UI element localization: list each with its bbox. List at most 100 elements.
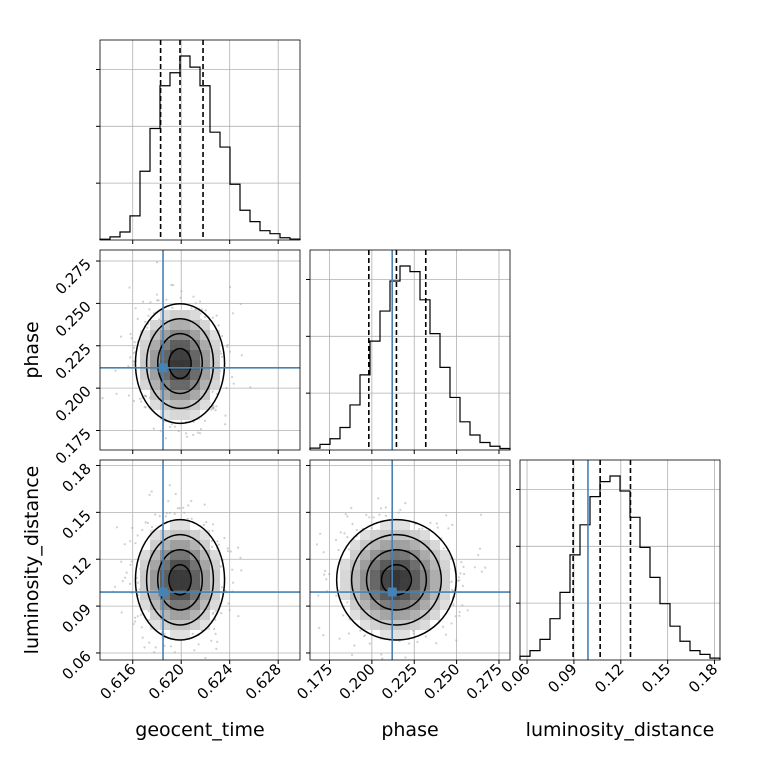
panel-geocent_time-vs-luminosity_distance-density-cell xyxy=(160,570,170,580)
panel-phase-vs-luminosity_distance-density-cell xyxy=(360,600,370,610)
panel-phase-vs-luminosity_distance-sample-point xyxy=(442,625,445,628)
panel-geocent_time-vs-luminosity_distance-sample-point xyxy=(147,609,150,613)
panel-geocent_time-vs-phase-sample-point xyxy=(114,369,117,372)
panel-geocent_time-vs-luminosity_distance-density-cell xyxy=(160,550,170,560)
panel-phase-vs-luminosity_distance-sample-point xyxy=(455,639,458,642)
panel-geocent_time-vs-phase-density-cell xyxy=(170,320,180,330)
panel-phase-vs-luminosity_distance-sample-point xyxy=(351,653,354,657)
panel-geocent_time-vs-phase-density-cell xyxy=(160,330,170,340)
panel-phase-hist-frame xyxy=(309,249,511,451)
panel-geocent_time-vs-luminosity_distance-sample-point xyxy=(182,506,185,509)
panel-phase-vs-luminosity_distance-sample-point xyxy=(368,642,371,645)
panel-phase-vs-luminosity_distance-density-cell xyxy=(370,620,380,630)
xtick-label-luminosity_distance-3: 0.15 xyxy=(638,660,674,696)
panel-geocent_time-vs-luminosity_distance-sample-point xyxy=(158,515,161,518)
panel-geocent_time-vs-phase-sample-point xyxy=(196,431,200,434)
panel-geocent_time-vs-luminosity_distance-sample-point xyxy=(232,581,235,584)
panel-geocent_time-vs-phase-density-cell xyxy=(170,380,180,390)
panel-phase-vs-luminosity_distance-density-cell xyxy=(350,540,360,550)
panel-geocent_time-vs-luminosity_distance-density-cell xyxy=(160,600,170,610)
panel-geocent_time-vs-luminosity_distance-sample-point xyxy=(136,534,139,537)
xtick-label-luminosity_distance-2: 0.12 xyxy=(591,660,627,696)
panel-geocent_time-vs-luminosity_distance-sample-point xyxy=(128,582,132,586)
panel-geocent_time-vs-luminosity_distance-density-cell xyxy=(140,570,150,580)
panel-phase-vs-luminosity_distance-density-cell xyxy=(420,560,430,570)
panel-phase-vs-luminosity_distance-density-cell xyxy=(380,550,390,560)
xtick-label-luminosity_distance-0: 0.06 xyxy=(498,660,534,696)
panel-phase-vs-luminosity_distance-sample-point xyxy=(355,528,358,532)
panel-phase-vs-luminosity_distance-density-cell xyxy=(380,560,390,570)
panel-geocent_time-vs-phase-sample-point xyxy=(152,427,155,430)
panel-phase-vs-luminosity_distance-density-cell xyxy=(410,560,420,570)
panel-geocent_time-vs-phase-density-cell xyxy=(170,370,180,380)
panel-geocent_time-vs-phase-density-cell xyxy=(190,320,200,330)
panel-geocent_time-vs-luminosity_distance-sample-point xyxy=(150,490,153,493)
panel-geocent_time-vs-phase-sample-point xyxy=(147,314,150,317)
panel-geocent_time-vs-luminosity_distance-density-cell xyxy=(170,540,180,550)
panel-geocent_time-vs-luminosity_distance-sample-point xyxy=(190,517,193,520)
panel-phase-vs-luminosity_distance-sample-point xyxy=(457,576,460,579)
panel-phase-vs-luminosity_distance-density-cell xyxy=(380,570,390,580)
panel-geocent_time-vs-luminosity_distance-sample-point xyxy=(148,619,151,622)
panel-geocent_time-vs-luminosity_distance-contour-1 xyxy=(145,533,215,626)
xaxis-label-geocent_time: geocent_time xyxy=(135,719,264,741)
panel-geocent_time-vs-luminosity_distance-sample-point xyxy=(140,626,143,629)
panel-geocent_time-vs-phase-sample-point xyxy=(115,392,118,395)
yaxis-label-phase: phase xyxy=(21,321,43,378)
panel-geocent_time-vs-phase-density-cell xyxy=(200,320,210,330)
panel-geocent_time-vs-luminosity_distance-sample-point xyxy=(150,525,154,529)
panel-phase-vs-luminosity_distance-density-cell xyxy=(400,570,410,580)
panel-phase-vs-luminosity_distance-density-cell xyxy=(430,560,440,570)
panel-geocent_time-vs-phase-sample-point xyxy=(225,387,228,390)
panel-phase-vs-luminosity_distance-sample-point xyxy=(450,588,454,592)
panel-phase-vs-luminosity_distance-sample-point xyxy=(461,604,464,607)
panel-phase-vs-luminosity_distance-sample-point xyxy=(484,566,487,569)
panel-phase-vs-luminosity_distance-density-cell xyxy=(340,580,350,590)
panel-geocent_time-vs-luminosity_distance-density-cell xyxy=(160,610,170,620)
ytick-label-luminosity_distance-3: 0.15 xyxy=(58,506,94,542)
panel-geocent_time-vs-luminosity_distance-sample-point xyxy=(217,543,220,546)
panel-phase-vs-luminosity_distance-density-cell xyxy=(400,610,410,620)
panel-geocent_time-vs-luminosity_distance-density-cell xyxy=(150,620,160,630)
panel-geocent_time-vs-luminosity_distance-sample-point xyxy=(134,616,137,619)
panel-phase-vs-luminosity_distance-sample-point xyxy=(370,527,373,530)
panel-geocent_time-vs-luminosity_distance-density-cell xyxy=(170,630,180,640)
panel-phase-vs-luminosity_distance-sample-point xyxy=(325,578,328,581)
panel-geocent_time-vs-phase-sample-point xyxy=(211,390,214,393)
panel-phase-vs-luminosity_distance-sample-point xyxy=(473,566,476,569)
panel-phase-vs-luminosity_distance-sample-point xyxy=(477,554,480,557)
panel-phase-vs-luminosity_distance-sample-point xyxy=(429,521,432,525)
panel-geocent_time-vs-phase-sample-point xyxy=(143,405,146,409)
panel-phase-hist-histogram-step xyxy=(309,265,511,450)
panel-geocent_time-vs-phase-density-cell xyxy=(160,390,170,400)
panel-phase-vs-luminosity_distance-sample-point xyxy=(408,642,411,645)
panel-phase-vs-luminosity_distance-sample-point xyxy=(377,497,380,500)
panel-geocent_time-vs-luminosity_distance-sample-point xyxy=(227,602,230,605)
panel-geocent_time-vs-phase-sample-point xyxy=(171,306,174,309)
panel-phase-vs-luminosity_distance-density-cell xyxy=(350,590,360,600)
panel-geocent_time-vs-phase-sample-point xyxy=(129,356,132,359)
panel-geocent_time-vs-luminosity_distance-contour-2 xyxy=(156,548,204,611)
panel-geocent_time-vs-phase-sample-point xyxy=(249,386,252,389)
panel-luminosity_distance-hist-histogram-step xyxy=(519,475,721,660)
panel-phase-vs-luminosity_distance-density-cell xyxy=(370,550,380,560)
panel-geocent_time-vs-luminosity_distance-frame xyxy=(99,459,301,661)
panel-phase-vs-luminosity_distance-density-cell xyxy=(380,620,390,630)
panel-phase-vs-luminosity_distance-sample-point xyxy=(447,527,450,530)
panel-phase-vs-luminosity_distance-density-cell xyxy=(410,580,420,590)
panel-geocent_time-vs-luminosity_distance-sample-point xyxy=(210,539,213,543)
panel-geocent_time-vs-phase-truth-marker xyxy=(158,363,168,373)
panel-geocent_time-vs-luminosity_distance-density-cell xyxy=(190,600,200,610)
panel-phase-vs-luminosity_distance-density-cell xyxy=(410,610,420,620)
panel-geocent_time-vs-phase-sample-point xyxy=(215,314,218,317)
panel-geocent_time-vs-phase-sample-point xyxy=(149,301,152,304)
panel-geocent_time-vs-phase-sample-point xyxy=(132,360,135,363)
panel-phase-vs-luminosity_distance-sample-point xyxy=(442,547,445,550)
panel-geocent_time-vs-luminosity_distance-density-cell xyxy=(210,600,220,610)
panel-phase-vs-luminosity_distance-sample-point xyxy=(319,532,322,535)
panel-geocent_time-vs-luminosity_distance-density-cell xyxy=(180,520,190,530)
panel-phase-vs-luminosity_distance-sample-point xyxy=(380,653,383,656)
panel-geocent_time-vs-luminosity_distance-sample-point xyxy=(123,543,126,546)
panel-geocent_time-vs-luminosity_distance-sample-point xyxy=(191,632,194,636)
panel-geocent_time-vs-luminosity_distance-sample-point xyxy=(143,646,146,649)
